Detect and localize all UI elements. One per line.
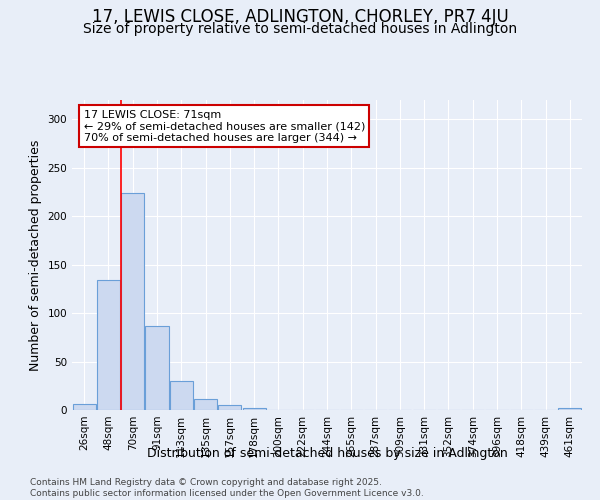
Bar <box>218 405 241 410</box>
Bar <box>145 326 169 410</box>
Bar <box>121 193 144 410</box>
Bar <box>194 400 217 410</box>
Bar <box>559 408 581 410</box>
Bar <box>73 404 95 410</box>
Text: Size of property relative to semi-detached houses in Adlington: Size of property relative to semi-detach… <box>83 22 517 36</box>
Text: Distribution of semi-detached houses by size in Adlington: Distribution of semi-detached houses by … <box>146 448 508 460</box>
Text: 17 LEWIS CLOSE: 71sqm
← 29% of semi-detached houses are smaller (142)
70% of sem: 17 LEWIS CLOSE: 71sqm ← 29% of semi-deta… <box>83 110 365 143</box>
Bar <box>97 280 120 410</box>
Text: Contains HM Land Registry data © Crown copyright and database right 2025.
Contai: Contains HM Land Registry data © Crown c… <box>30 478 424 498</box>
Bar <box>170 381 193 410</box>
Text: 17, LEWIS CLOSE, ADLINGTON, CHORLEY, PR7 4JU: 17, LEWIS CLOSE, ADLINGTON, CHORLEY, PR7… <box>92 8 508 26</box>
Y-axis label: Number of semi-detached properties: Number of semi-detached properties <box>29 140 42 370</box>
Bar <box>242 408 266 410</box>
